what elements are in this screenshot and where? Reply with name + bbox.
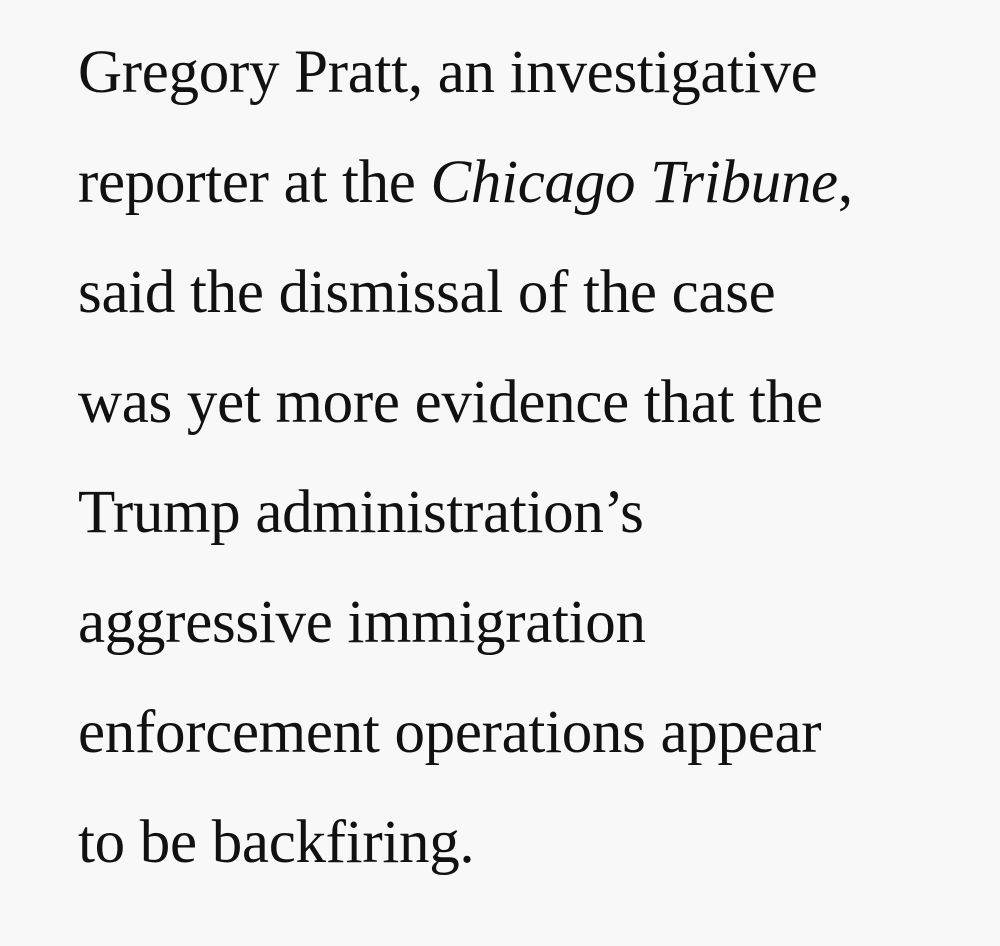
publication-name: Chicago Tribune (430, 149, 839, 216)
line-text: aggressive immigration (78, 589, 646, 656)
line-text: said the dismissal of the case (78, 259, 776, 326)
paragraph-line: was yet more evidence that the (78, 348, 853, 458)
paragraph-line: Trump administration’s (78, 458, 853, 568)
paragraph-line: to be backfiring. (78, 788, 853, 898)
paragraph-line: enforcement operations appear (78, 678, 853, 788)
paragraph-line: reporter at the Chicago Tribune, (78, 128, 853, 238)
line-text: reporter at the (78, 149, 431, 216)
line-text: , (837, 149, 853, 216)
line-text: Trump administration’s (78, 479, 644, 546)
line-text: to be backfiring. (78, 809, 475, 876)
paragraph-line: said the dismissal of the case (78, 238, 853, 348)
line-text: enforcement operations appear (78, 699, 822, 766)
line-text: was yet more evidence that the (78, 369, 823, 436)
paragraph-line: aggressive immigration (78, 568, 853, 678)
paragraph-line: Gregory Pratt, an investigative (78, 18, 853, 128)
article-paragraph: Gregory Pratt, an investigative reporter… (78, 18, 853, 898)
line-text: Gregory Pratt, an investigative (78, 39, 818, 106)
